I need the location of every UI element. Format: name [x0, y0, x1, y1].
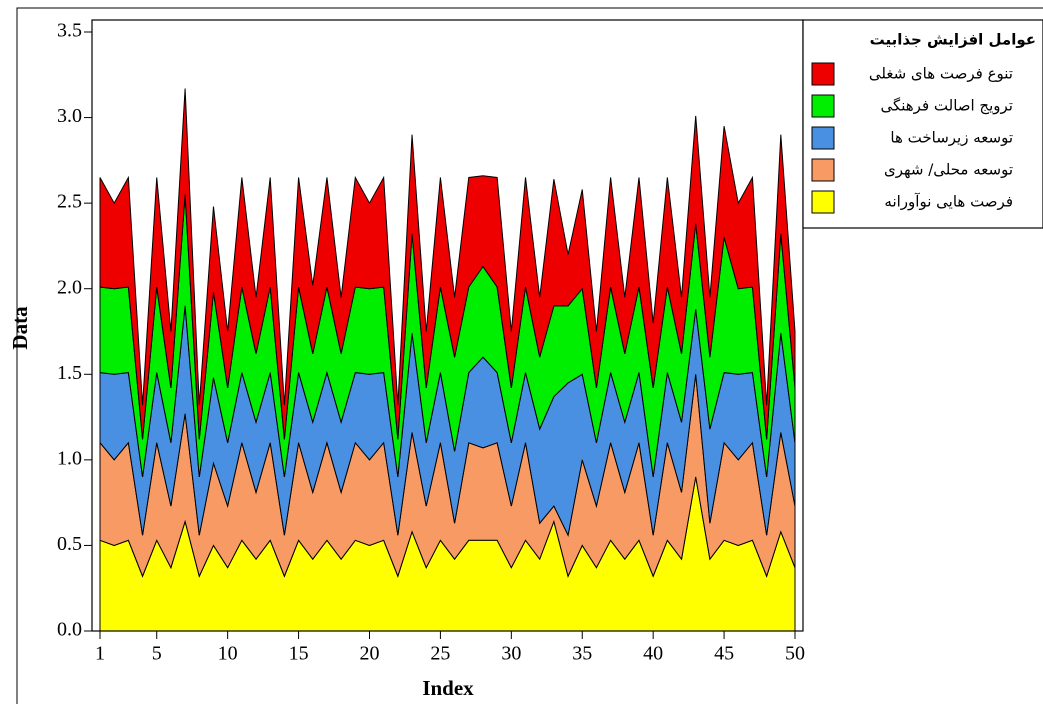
legend-box [802, 19, 1043, 229]
legend-label: توسعه زیرساخت ها [890, 129, 1013, 147]
legend-swatch [811, 158, 835, 182]
legend-label: تنوع فرصت های شغلی [869, 65, 1013, 83]
axes-frame [91, 19, 804, 632]
x-tick-label: 30 [501, 643, 521, 665]
legend-swatch [811, 94, 835, 118]
x-tick-label: 5 [152, 643, 162, 665]
x-tick-label: 45 [714, 643, 734, 665]
y-tick-label: 0.0 [57, 619, 82, 641]
legend-title: عوامل افزایش جذابیت [870, 31, 1036, 49]
y-axis-title: Data [8, 306, 32, 350]
legend-label: توسعه محلی/ شهری [884, 161, 1013, 179]
y-tick-label: 1.5 [57, 362, 82, 384]
area [99, 88, 796, 440]
legend-swatch [811, 190, 835, 214]
x-tick-label: 50 [785, 643, 805, 665]
y-tick-label: 3.5 [57, 20, 82, 42]
outer-frame [16, 7, 1043, 704]
legend-swatch [811, 126, 835, 150]
legend-label: فرصت هایی نوآورانه [884, 193, 1013, 211]
y-tick-label: 3.0 [57, 105, 82, 127]
y-tick-label: 2.5 [57, 191, 82, 213]
x-tick-label: 1 [95, 643, 105, 665]
y-tick-label: 1.0 [57, 447, 82, 469]
x-tick-label: 15 [289, 643, 309, 665]
legend-label: ترویج اصالت فرهنگی [880, 97, 1013, 115]
x-tick-label: 25 [430, 643, 450, 665]
x-tick-label: 35 [572, 643, 592, 665]
y-tick-label: 2.0 [57, 276, 82, 298]
legend-swatch [811, 62, 835, 86]
x-tick-label: 40 [643, 643, 663, 665]
x-tick-label: 20 [359, 643, 379, 665]
plot-area [99, 88, 796, 632]
y-tick-label: 0.5 [57, 533, 82, 555]
x-tick-label: 10 [218, 643, 238, 665]
x-axis-title: Index [422, 676, 474, 700]
